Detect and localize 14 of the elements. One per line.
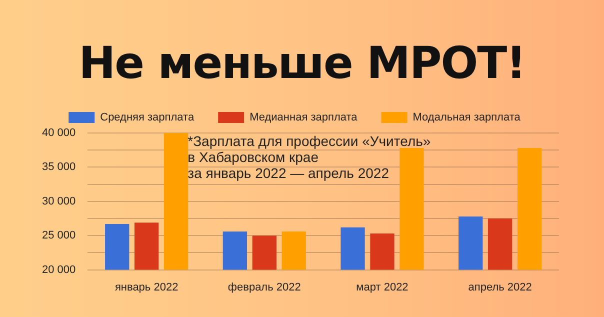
x-tick-label: март 2022 xyxy=(356,281,408,294)
x-tick-label: февраль 2022 xyxy=(228,281,301,294)
annotation: *Зарплата для профессии «Учитель» в Хабаровском крае за январь 2022 — апрель 2022 xyxy=(188,132,431,181)
y-tick-label: 30 000 xyxy=(42,195,76,208)
x-tick-label: апрель 2022 xyxy=(468,281,532,294)
legend-label: Средняя зарплата xyxy=(100,112,195,124)
y-tick-label: 40 000 xyxy=(42,127,76,140)
legend-label: Модальная зарплата xyxy=(412,112,522,124)
legend-label: Медианная зарплата xyxy=(250,112,358,124)
y-tick-label: 25 000 xyxy=(42,230,76,242)
chart-title: Не меньше МРОТ! xyxy=(78,38,526,89)
y-tick-label: 35 000 xyxy=(42,161,76,174)
x-tick-label: январь 2022 xyxy=(114,281,178,294)
y-tick-label: 20 000 xyxy=(42,264,76,276)
